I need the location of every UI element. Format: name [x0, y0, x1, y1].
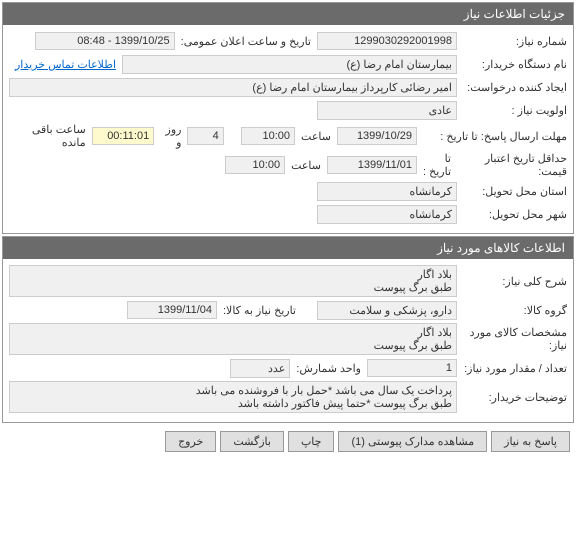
- province-label: استان محل تحویل:: [457, 185, 567, 198]
- validity-label: حداقل تاریخ اعتبار قیمت:: [457, 152, 567, 178]
- details-header: جزئیات اطلاعات نیاز: [3, 3, 573, 25]
- creator-field: امیر رضائی کارپرداز بیمارستان امام رضا (…: [9, 78, 457, 97]
- desc-label: شرح کلی نیاز:: [457, 275, 567, 288]
- need-date-field: 1399/11/04: [127, 301, 217, 319]
- contact-link[interactable]: اطلاعات تماس خریدار: [9, 58, 122, 71]
- details-body: شماره نیاز: 1299030292001998 تاریخ و ساع…: [3, 25, 573, 233]
- row-req-no: شماره نیاز: 1299030292001998 تاریخ و ساع…: [9, 31, 567, 51]
- deadline-time-field: 10:00: [241, 127, 295, 145]
- req-no-label: شماره نیاز:: [457, 35, 567, 48]
- priority-label: اولویت نیاز :: [457, 104, 567, 117]
- unit-field: عدد: [230, 359, 290, 378]
- validity-time-field: 10:00: [225, 156, 285, 174]
- province-field: کرمانشاه: [317, 182, 457, 201]
- row-qty: تعداد / مقدار مورد نیاز: 1 واحد شمارش: ع…: [9, 358, 567, 378]
- row-group: گروه کالا: دارو، پزشکی و سلامت تاریخ نیا…: [9, 300, 567, 320]
- notes-label: توضیحات خریدار:: [457, 391, 567, 404]
- announce-label: تاریخ و ساعت اعلان عمومی:: [175, 35, 317, 48]
- remain-time-field: 00:11:01: [92, 127, 155, 145]
- days-label: روز و: [154, 123, 187, 149]
- buyer-label: نام دستگاه خریدار:: [457, 58, 567, 71]
- respond-button[interactable]: پاسخ به نیاز: [491, 431, 570, 452]
- buyer-field: بیمارستان امام رضا (ع): [122, 55, 457, 74]
- deadline-date-field: 1399/10/29: [337, 127, 417, 145]
- deadline-time-label: ساعت: [295, 130, 337, 143]
- goods-panel: اطلاعات کالاهای مورد نیاز سامانه تدارکات…: [2, 236, 574, 423]
- creator-label: ایجاد کننده درخواست:: [457, 81, 567, 94]
- spec-label: مشخصات کالای مورد نیاز:: [457, 326, 567, 352]
- days-field: 4: [187, 127, 223, 145]
- back-button[interactable]: بازگشت: [220, 431, 284, 452]
- row-creator: ایجاد کننده درخواست: امیر رضائی کارپرداز…: [9, 77, 567, 97]
- row-deadline: مهلت ارسال پاسخ: تا تاریخ : 1399/10/29 س…: [9, 123, 567, 149]
- deadline-label: مهلت ارسال پاسخ: تا تاریخ :: [417, 130, 567, 143]
- row-desc: شرح کلی نیاز: بلاد اگار طبق برگ پیوست: [9, 265, 567, 297]
- qty-field: 1: [367, 359, 457, 377]
- group-field: دارو، پزشکی و سلامت: [317, 301, 457, 320]
- notes-field: پرداخت یک سال می باشد *حمل بار با فروشند…: [9, 381, 457, 413]
- print-button[interactable]: چاپ: [288, 431, 335, 452]
- attachments-button[interactable]: مشاهده مدارک پیوستی (1): [338, 431, 487, 452]
- goods-header: اطلاعات کالاهای مورد نیاز: [3, 237, 573, 259]
- goods-body: سامانه تدارکات الکترونیکی دولت شرح کلی ن…: [3, 259, 573, 422]
- row-priority: اولویت نیاز : عادی: [9, 100, 567, 120]
- announce-field: 1399/10/25 - 08:48: [35, 32, 175, 50]
- validity-time-label: ساعت: [285, 159, 327, 172]
- req-no-field: 1299030292001998: [317, 32, 457, 50]
- spec-field: بلاد اگار طبق برگ پیوست: [9, 323, 457, 355]
- need-date-label: تاریخ نیاز به کالا:: [217, 304, 317, 317]
- remain-label: ساعت باقی مانده: [9, 123, 92, 149]
- details-panel: جزئیات اطلاعات نیاز شماره نیاز: 12990302…: [2, 2, 574, 234]
- button-bar: پاسخ به نیاز مشاهده مدارک پیوستی (1) چاپ…: [0, 425, 576, 458]
- exit-button[interactable]: خروج: [165, 431, 216, 452]
- unit-label: واحد شمارش:: [290, 362, 367, 375]
- validity-sublabel: تا تاریخ :: [417, 152, 457, 178]
- row-province: استان محل تحویل: کرمانشاه: [9, 181, 567, 201]
- qty-label: تعداد / مقدار مورد نیاز:: [457, 362, 567, 375]
- row-validity: حداقل تاریخ اعتبار قیمت: تا تاریخ : 1399…: [9, 152, 567, 178]
- city-field: کرمانشاه: [317, 205, 457, 224]
- validity-date-field: 1399/11/01: [327, 156, 417, 174]
- row-notes: توضیحات خریدار: پرداخت یک سال می باشد *ح…: [9, 381, 567, 413]
- row-spec: مشخصات کالای مورد نیاز: بلاد اگار طبق بر…: [9, 323, 567, 355]
- desc-field: بلاد اگار طبق برگ پیوست: [9, 265, 457, 297]
- city-label: شهر محل تحویل:: [457, 208, 567, 221]
- priority-field: عادی: [317, 101, 457, 120]
- row-city: شهر محل تحویل: کرمانشاه: [9, 204, 567, 224]
- row-buyer: نام دستگاه خریدار: بیمارستان امام رضا (ع…: [9, 54, 567, 74]
- group-label: گروه کالا:: [457, 304, 567, 317]
